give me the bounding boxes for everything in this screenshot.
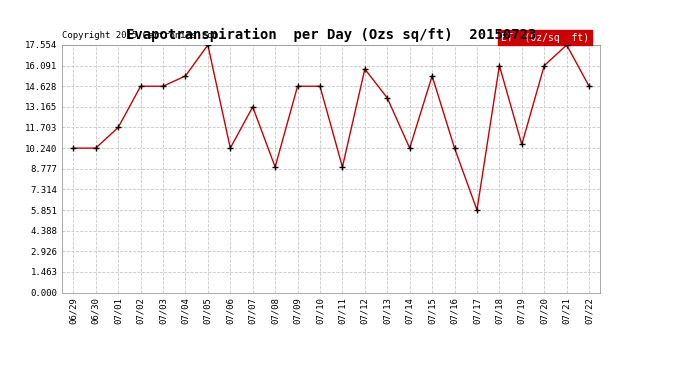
Title: Evapotranspiration  per Day (Ozs sq/ft)  20150723: Evapotranspiration per Day (Ozs sq/ft) 2… bbox=[126, 28, 536, 42]
Text: ET  (0z/sq  ft): ET (0z/sq ft) bbox=[502, 33, 589, 42]
Text: Copyright 2015 Cartronics.com: Copyright 2015 Cartronics.com bbox=[62, 31, 218, 40]
